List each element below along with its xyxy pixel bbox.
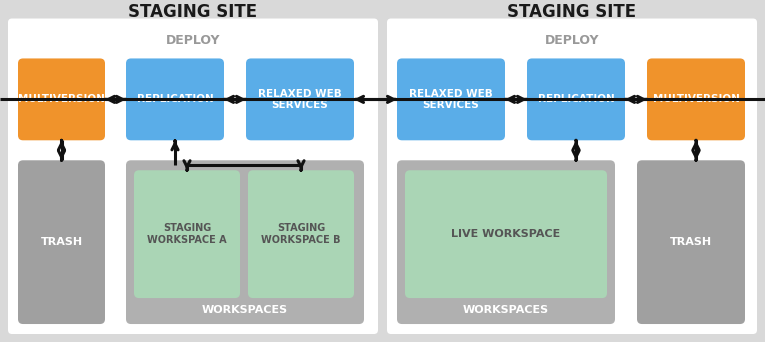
FancyBboxPatch shape <box>248 170 354 298</box>
FancyBboxPatch shape <box>397 58 505 140</box>
Text: STAGING
WORKSPACE B: STAGING WORKSPACE B <box>262 223 340 245</box>
Text: REPLICATION: REPLICATION <box>538 94 614 104</box>
FancyBboxPatch shape <box>405 170 607 298</box>
Text: LIVE WORKSPACE: LIVE WORKSPACE <box>451 229 561 239</box>
FancyBboxPatch shape <box>527 58 625 140</box>
FancyBboxPatch shape <box>134 170 240 298</box>
Text: RELAXED WEB
SERVICES: RELAXED WEB SERVICES <box>409 89 493 110</box>
Text: DEPLOY: DEPLOY <box>166 34 220 47</box>
FancyBboxPatch shape <box>246 58 354 140</box>
Text: STAGING
WORKSPACE A: STAGING WORKSPACE A <box>147 223 226 245</box>
Text: MULTIVERSION: MULTIVERSION <box>653 94 740 104</box>
Text: TRASH: TRASH <box>670 237 712 247</box>
FancyBboxPatch shape <box>397 160 615 324</box>
Text: WORKSPACES: WORKSPACES <box>463 305 549 315</box>
FancyBboxPatch shape <box>18 160 105 324</box>
FancyBboxPatch shape <box>126 58 224 140</box>
Text: STAGING SITE: STAGING SITE <box>129 2 258 21</box>
FancyBboxPatch shape <box>126 160 364 324</box>
Text: DEPLOY: DEPLOY <box>545 34 599 47</box>
FancyBboxPatch shape <box>8 18 378 334</box>
Text: RELAXED WEB
SERVICES: RELAXED WEB SERVICES <box>258 89 342 110</box>
FancyBboxPatch shape <box>18 58 105 140</box>
FancyBboxPatch shape <box>647 58 745 140</box>
Text: TRASH: TRASH <box>41 237 83 247</box>
Text: STAGING SITE: STAGING SITE <box>507 2 636 21</box>
FancyBboxPatch shape <box>387 18 757 334</box>
Text: WORKSPACES: WORKSPACES <box>202 305 288 315</box>
Text: REPLICATION: REPLICATION <box>137 94 213 104</box>
FancyBboxPatch shape <box>637 160 745 324</box>
Text: MULTIVERSION: MULTIVERSION <box>18 94 105 104</box>
